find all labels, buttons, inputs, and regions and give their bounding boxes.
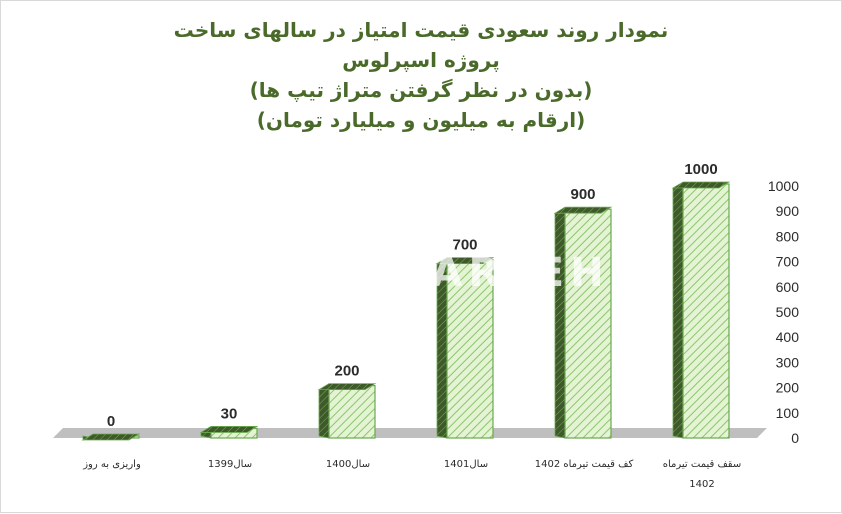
bar-value-label: 700 bbox=[452, 237, 477, 254]
bar bbox=[317, 383, 377, 439]
bar-value-label: 30 bbox=[221, 405, 238, 422]
chart-title-line-1: نمودار روند سعودی قیمت امتیاز در سالهای … bbox=[173, 18, 669, 42]
bar bbox=[435, 257, 495, 439]
bar-side bbox=[672, 183, 684, 439]
bar-face bbox=[564, 208, 612, 439]
bar-face bbox=[328, 385, 376, 439]
y-tick-label: 800 bbox=[776, 228, 800, 244]
y-tick-label: 700 bbox=[776, 254, 800, 270]
bar-value-label: 200 bbox=[334, 363, 359, 380]
x-tick-label: کف قیمت تیرماه 1402 bbox=[535, 459, 634, 470]
chart-title: نمودار روند سعودی قیمت امتیاز در سالهای … bbox=[61, 15, 781, 135]
chart-title-line-2: پروژه اسپرلوس bbox=[342, 48, 500, 72]
bar-side bbox=[554, 208, 566, 439]
bar bbox=[671, 181, 731, 439]
y-tick-label: 500 bbox=[776, 304, 800, 320]
bar-value-label: 0 bbox=[107, 413, 115, 430]
chart-title-line-3: (بدون در نظر گرفتن متراژ تیپ ها) bbox=[249, 78, 593, 102]
bar bbox=[553, 206, 613, 439]
x-tick-label: سال1399 bbox=[208, 459, 252, 470]
y-tick-label: 600 bbox=[776, 279, 800, 295]
x-tick-label: واریزی به روز bbox=[82, 459, 141, 470]
x-tick-label: سال1401 bbox=[444, 459, 488, 470]
bar-top bbox=[671, 181, 731, 189]
chart-floor bbox=[53, 428, 767, 438]
y-tick-label: 900 bbox=[776, 203, 800, 219]
y-tick-label: 100 bbox=[776, 405, 800, 421]
bar-value-label: 1000 bbox=[684, 161, 717, 178]
bar-top bbox=[81, 433, 141, 441]
watermark-text: ARTEHI bbox=[432, 250, 631, 296]
bar-top bbox=[553, 206, 613, 214]
x-tick-label: سقف قیمت تیرماه 1402 bbox=[663, 459, 742, 490]
bar-top bbox=[317, 383, 377, 391]
bar-top bbox=[435, 257, 495, 265]
y-tick-label: 400 bbox=[776, 329, 800, 345]
y-tick-label: 300 bbox=[776, 354, 800, 370]
bar bbox=[81, 433, 141, 441]
bar-side bbox=[318, 385, 330, 439]
y-tick-label: 200 bbox=[776, 380, 800, 396]
x-tick-label: سال1400 bbox=[326, 459, 370, 470]
y-tick-label: 0 bbox=[791, 430, 799, 446]
bar-face bbox=[446, 259, 494, 439]
y-tick-label: 1000 bbox=[768, 178, 799, 194]
bar bbox=[199, 426, 259, 439]
bar-top bbox=[199, 426, 259, 433]
bar-face bbox=[682, 183, 730, 439]
bar-value-label: 900 bbox=[570, 186, 595, 203]
chart-title-line-4: (ارقام به میلیون و میلیارد تومان) bbox=[256, 108, 586, 132]
